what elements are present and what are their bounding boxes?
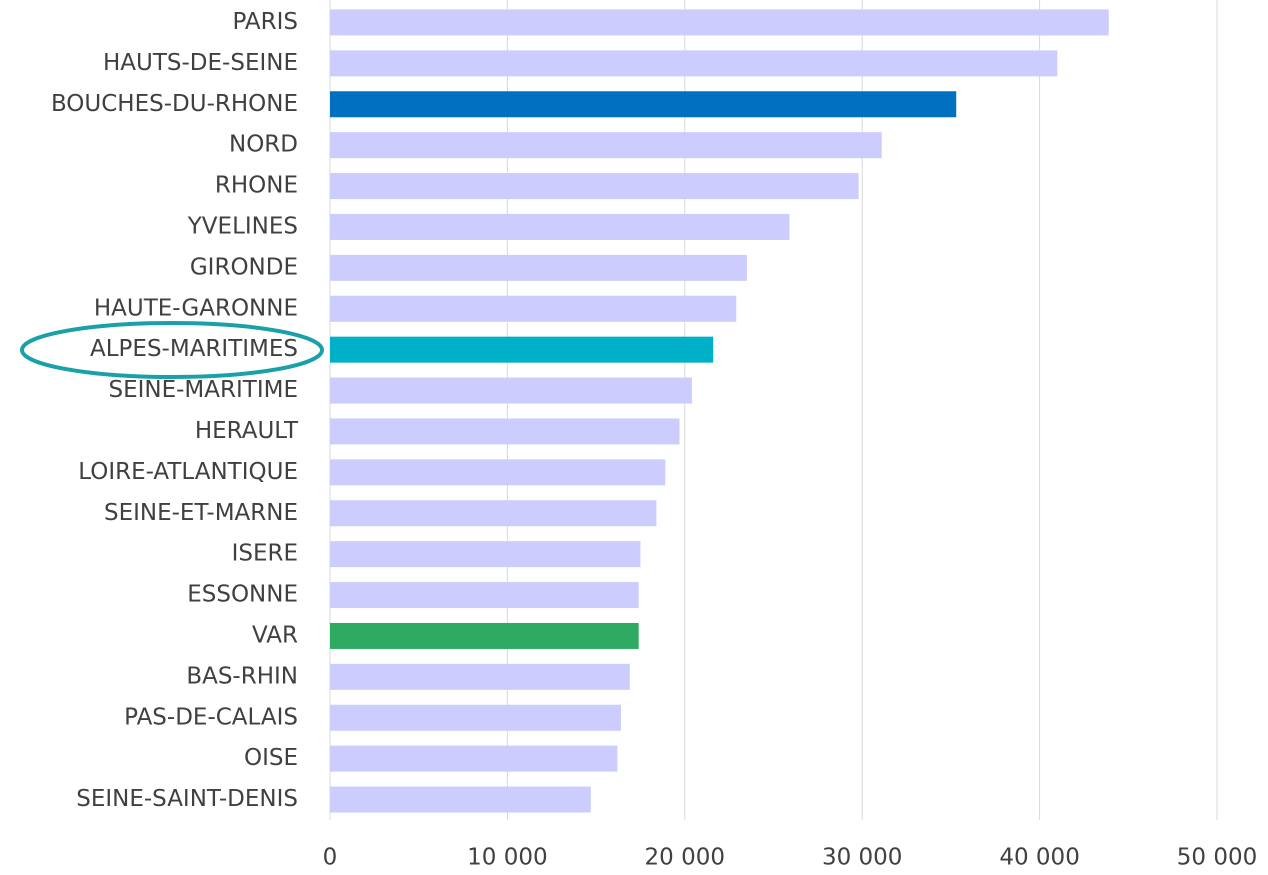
y-tick-label: HAUTE-GARONNE [94, 295, 298, 321]
bar [330, 459, 666, 486]
bar [330, 582, 639, 609]
bar [330, 418, 680, 445]
x-tick-label: 30 000 [822, 845, 902, 871]
y-tick-label: RHONE [215, 173, 298, 199]
y-tick-label: SEINE-MARITIME [108, 377, 298, 403]
highlight-ellipse [20, 321, 324, 379]
y-tick-label: ESSONNE [187, 582, 298, 608]
y-tick-label: SEINE-SAINT-DENIS [76, 786, 298, 812]
bar [330, 745, 618, 772]
y-tick-label: PAS-DE-CALAIS [124, 704, 298, 730]
y-tick-label: HAUTS-DE-SEINE [103, 50, 298, 76]
bar [330, 50, 1058, 77]
y-tick-label: LOIRE-ATLANTIQUE [78, 459, 298, 485]
bar [330, 213, 790, 240]
bar [330, 377, 692, 404]
y-tick-label: VAR [252, 622, 298, 648]
bar [330, 336, 714, 363]
bar [330, 500, 657, 527]
y-tick-label: ISERE [232, 541, 298, 567]
bar [330, 295, 737, 322]
x-tick-label: 0 [323, 845, 338, 871]
y-tick-label: NORD [229, 132, 298, 158]
bar [330, 663, 630, 690]
bar [330, 254, 747, 281]
bar [330, 173, 859, 200]
y-tick-label: BOUCHES-DU-RHONE [51, 91, 298, 117]
x-tick-label: 10 000 [467, 845, 547, 871]
y-tick-label: BAS-RHIN [186, 663, 298, 689]
bar [330, 9, 1109, 36]
x-tick-label: 40 000 [999, 845, 1079, 871]
y-tick-label: OISE [244, 745, 298, 771]
x-tick-label: 50 000 [1177, 845, 1257, 871]
y-tick-label: SEINE-ET-MARNE [104, 500, 298, 526]
bar [330, 541, 641, 568]
y-tick-label: GIRONDE [190, 254, 298, 280]
bar [330, 786, 591, 813]
y-tick-label: YVELINES [187, 213, 298, 239]
bar [330, 132, 882, 159]
y-tick-label: ALPES-MARITIMES [90, 336, 298, 362]
bar [330, 91, 957, 118]
bar [330, 704, 621, 731]
bar [330, 622, 639, 649]
y-tick-label: HERAULT [195, 418, 299, 444]
y-tick-label: PARIS [233, 9, 299, 35]
x-tick-label: 20 000 [645, 845, 725, 871]
